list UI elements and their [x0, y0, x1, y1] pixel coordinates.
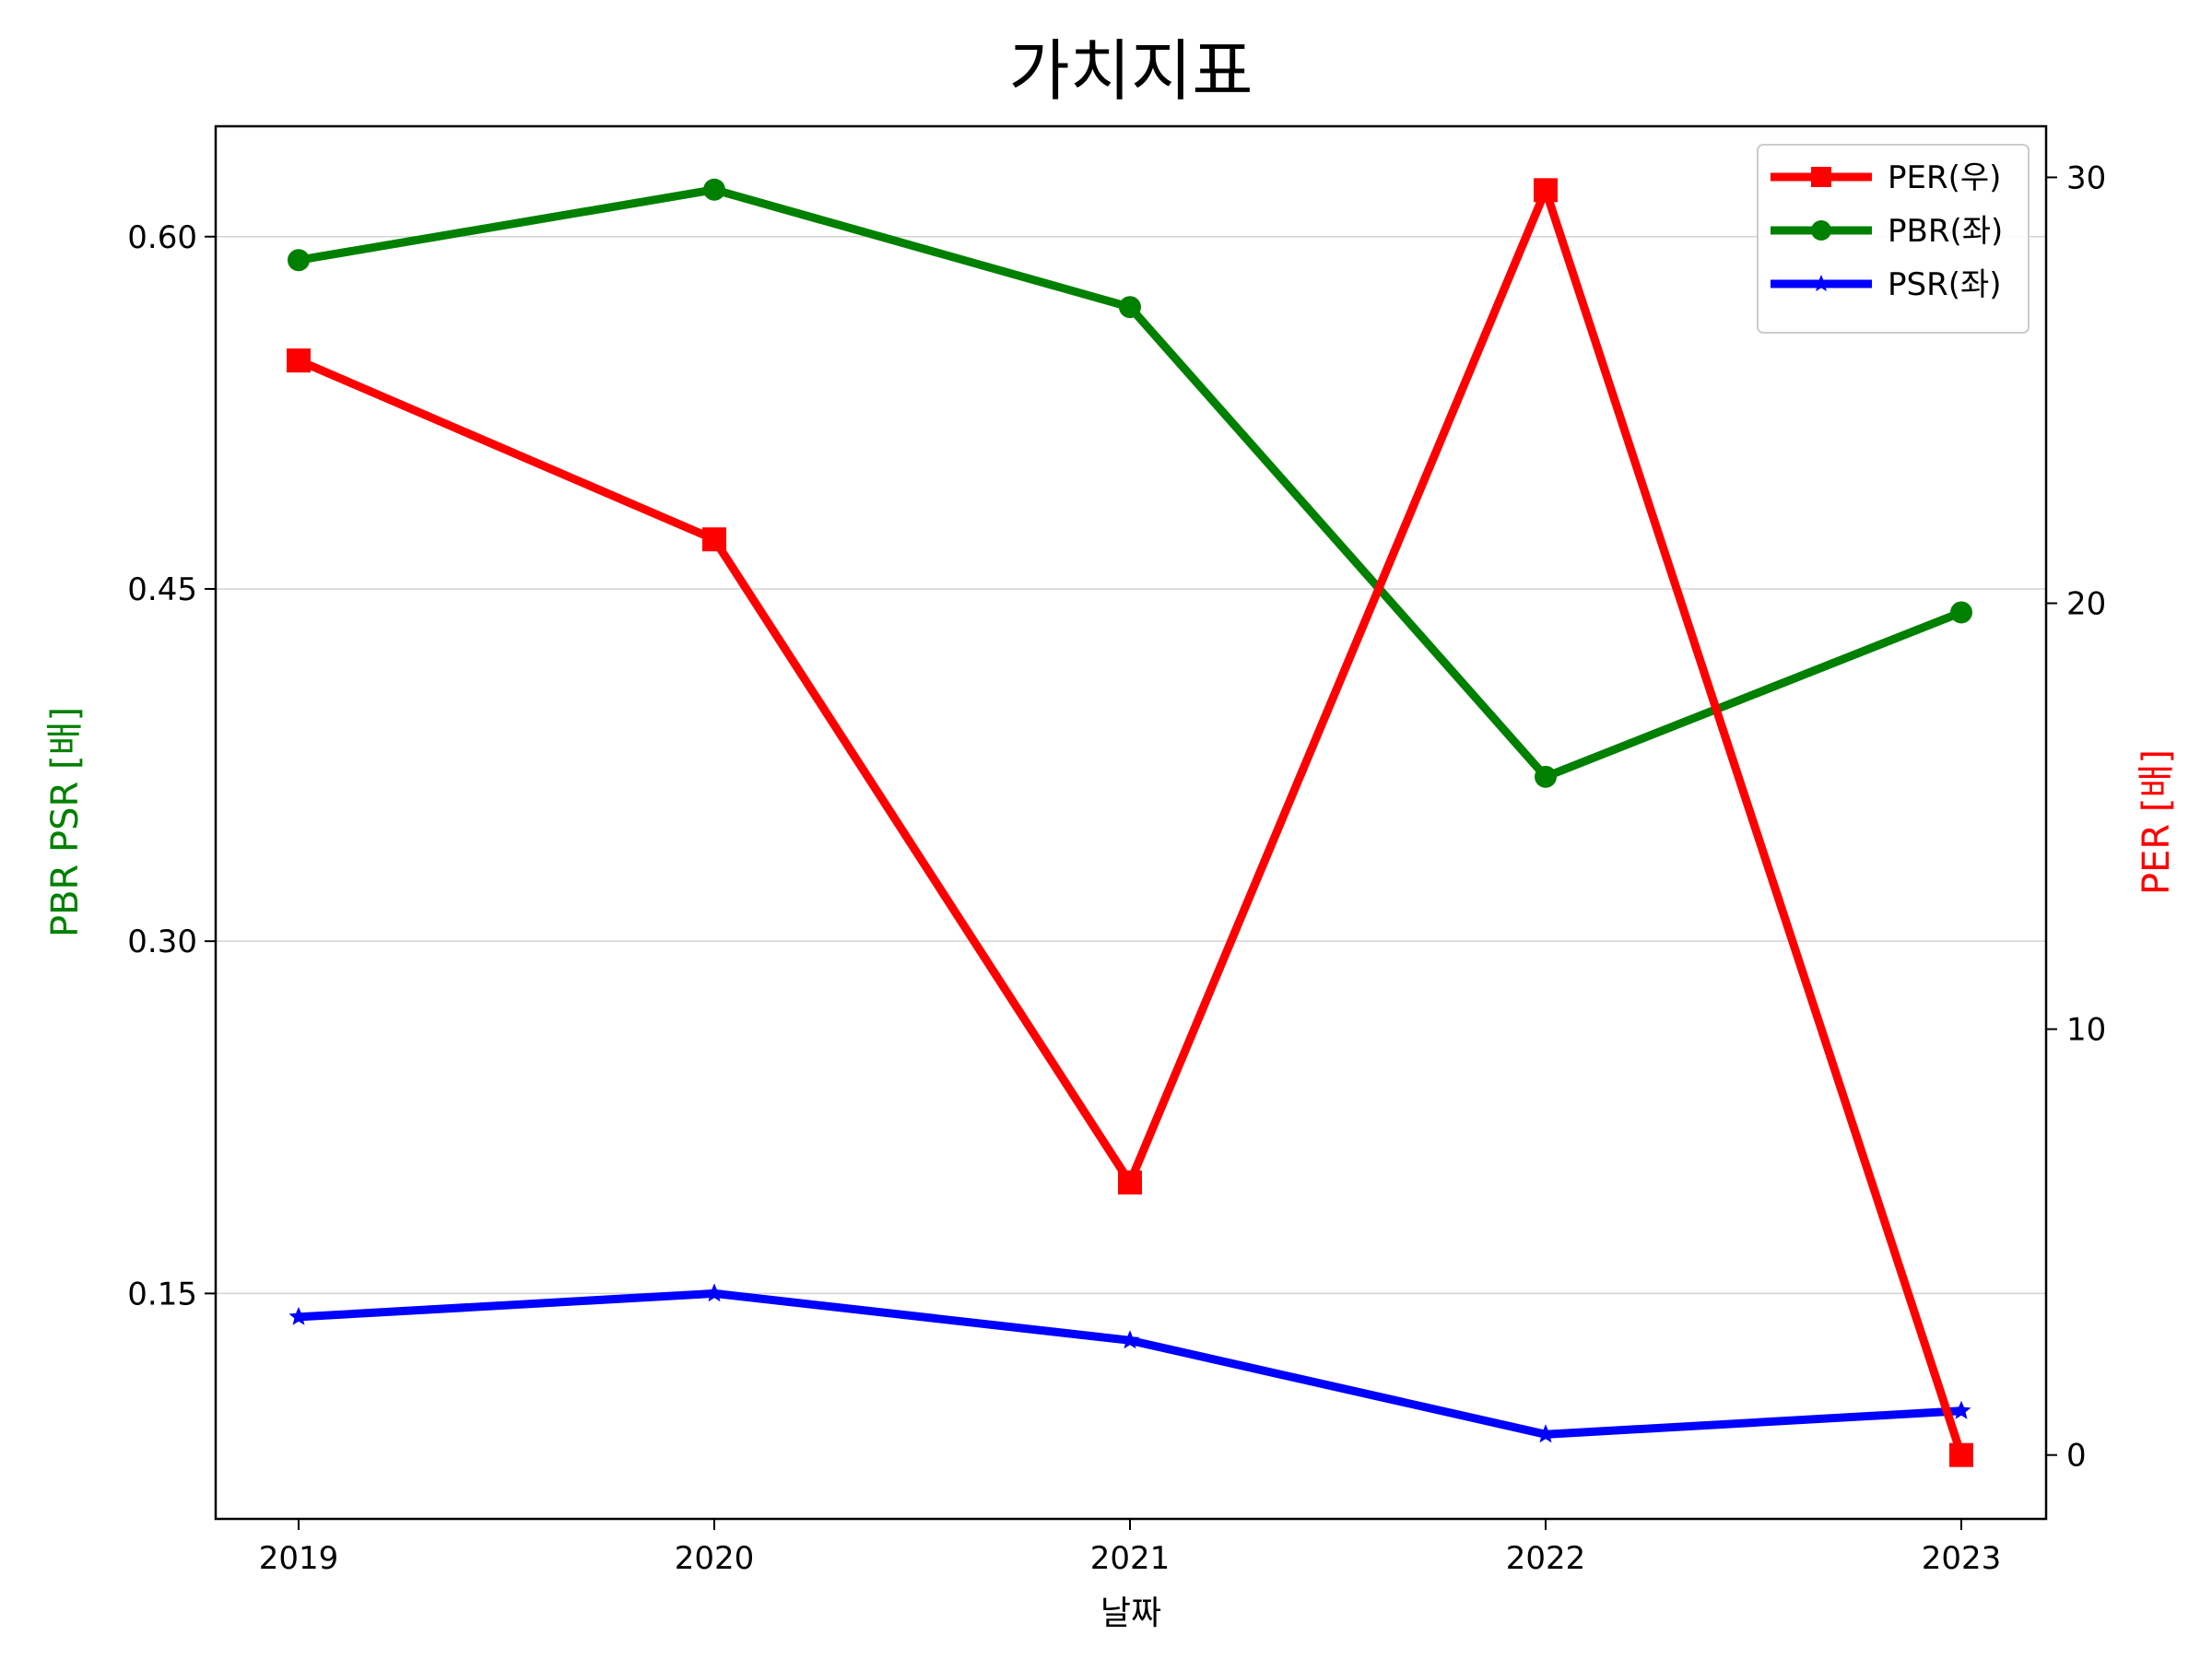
- gridlines: [216, 236, 2046, 1295]
- psr-point-2022: [1535, 1424, 1556, 1443]
- chart-title: 가치지표: [1009, 32, 1253, 110]
- y-right-tick-label: 20: [2066, 586, 2106, 623]
- x-tick-label: 2019: [259, 1540, 339, 1577]
- plot-series: [287, 178, 1973, 1467]
- y-right-tick-label: 10: [2066, 1012, 2106, 1049]
- x-tick-label: 2021: [1090, 1540, 1171, 1577]
- series-pbr: [288, 178, 1972, 788]
- legend-marker-pbr: [1811, 220, 1831, 241]
- x-tick-label: 2023: [1922, 1540, 2002, 1577]
- y-left-tick-label: 0.30: [127, 924, 197, 960]
- y-left-tick-label: 0.45: [127, 571, 197, 608]
- x-axis-label: 날짜: [1100, 1594, 1161, 1632]
- pbr-point-2021: [1119, 296, 1141, 319]
- series-per: [287, 178, 1973, 1467]
- legend-label-psr: PSR(좌): [1888, 266, 2002, 303]
- per-point-2020: [702, 527, 726, 552]
- legend: PER(우) PBR(좌) PSR(좌): [1757, 144, 2030, 334]
- legend-marker-per: [1811, 167, 1831, 187]
- y-axis-right-label: PER [배]: [2136, 749, 2178, 895]
- pbr-point-2022: [1535, 765, 1557, 788]
- per-point-2023: [1949, 1442, 1973, 1467]
- y-axis-left-label: PBR PSR [배]: [44, 707, 87, 937]
- per-point-2022: [1534, 178, 1558, 203]
- x-tick-label: 2020: [675, 1540, 755, 1577]
- axes: 0.15 0.30 0.45 0.60 0 10 20 30 2019 2020 2021 2022 2…: [127, 159, 2106, 1577]
- y-left-tick-label: 0.15: [127, 1276, 197, 1312]
- legend-label-per: PER(우): [1888, 159, 2001, 196]
- pbr-point-2023: [1950, 601, 1972, 624]
- psr-point-2020: [704, 1283, 724, 1302]
- per-point-2019: [287, 348, 311, 373]
- x-tick-label: 2022: [1506, 1540, 1586, 1577]
- psr-point-2019: [288, 1306, 309, 1325]
- y-right-tick-label: 30: [2066, 159, 2106, 196]
- y-left-tick-label: 0.60: [127, 219, 197, 256]
- per-line: [297, 178, 1966, 1457]
- series-psr: [288, 1283, 1971, 1443]
- psr-line: [298, 1288, 1962, 1439]
- pbr-point-2019: [288, 249, 310, 272]
- psr-point-2021: [1120, 1330, 1140, 1349]
- legend-label-pbr: PBR(좌): [1888, 213, 2003, 250]
- y-right-tick-label: 0: [2066, 1438, 2087, 1475]
- legend-marker-psr: [1812, 275, 1830, 292]
- per-point-2021: [1118, 1170, 1142, 1194]
- pbr-point-2020: [703, 178, 725, 201]
- psr-point-2023: [1951, 1400, 1971, 1419]
